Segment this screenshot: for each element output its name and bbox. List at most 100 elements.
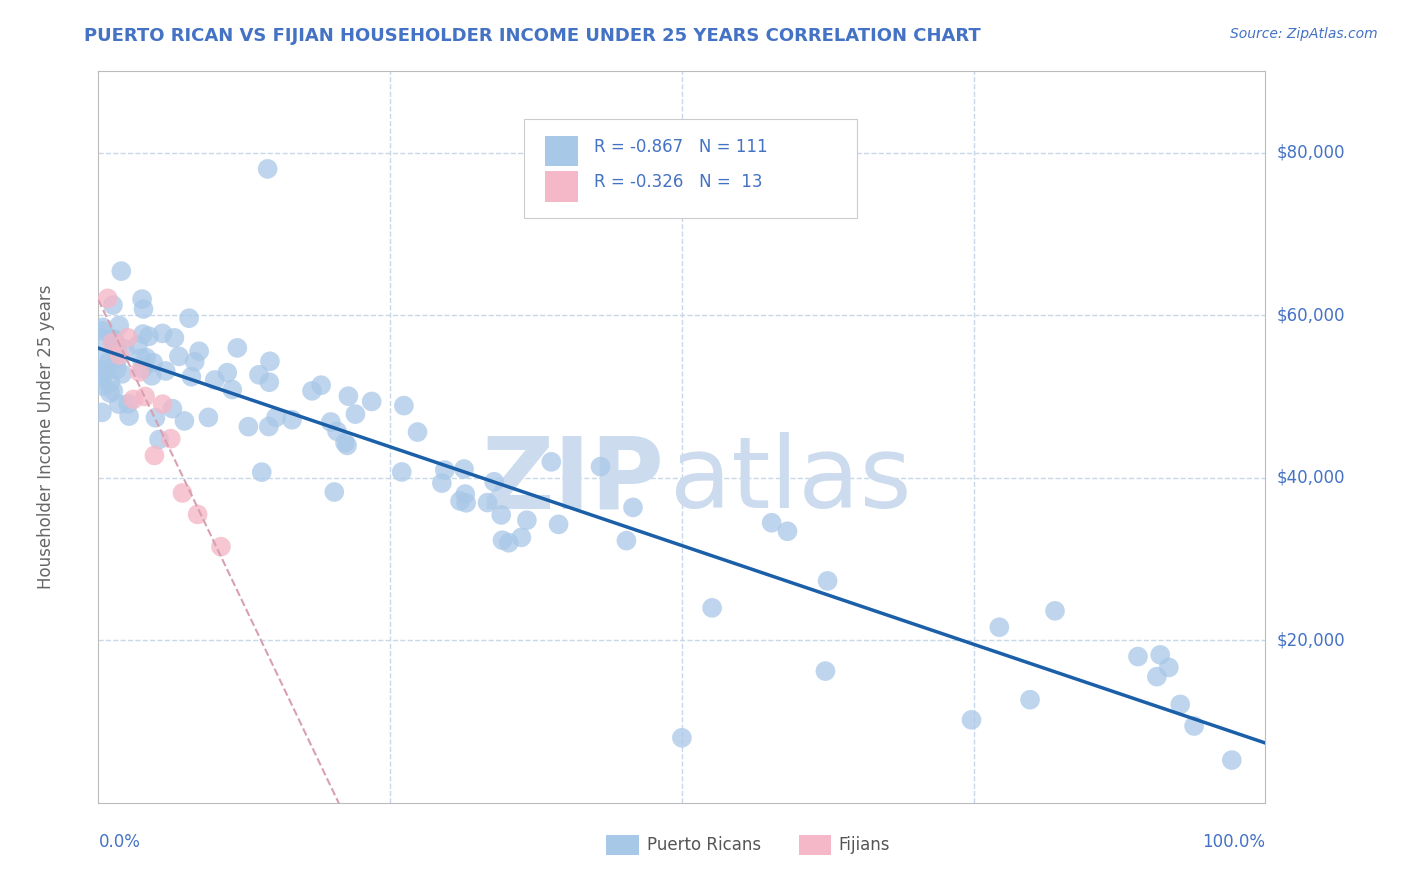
Point [700, 600, 723, 615]
Point [344, 407, 367, 421]
Point [180, 369, 202, 384]
Text: Householder Income Under 25 years: Householder Income Under 25 years [37, 285, 55, 590]
Point [217, 366, 239, 380]
Point [138, 329, 160, 343]
Text: $60,000: $60,000 [1277, 306, 1346, 324]
Text: $40,000: $40,000 [1277, 468, 1346, 487]
Point [118, 409, 141, 423]
Point [238, 419, 260, 434]
Bar [546, 171, 578, 202]
Point [221, 383, 243, 397]
Point [141, 368, 163, 383]
Point [90, 332, 112, 346]
Point [143, 449, 166, 463]
Point [128, 365, 150, 379]
Bar [799, 835, 831, 855]
Text: R = -0.867   N = 111: R = -0.867 N = 111 [595, 137, 768, 156]
FancyBboxPatch shape [524, 119, 856, 218]
Point [1220, 753, 1243, 767]
Point [761, 516, 783, 530]
Point [259, 375, 281, 389]
Point [107, 338, 129, 352]
Point [105, 362, 128, 376]
Point [540, 455, 562, 469]
Point [91, 320, 114, 334]
Text: $20,000: $20,000 [1277, 632, 1346, 649]
Point [90, 372, 112, 386]
Point [197, 410, 219, 425]
Point [776, 524, 799, 539]
Point [256, 161, 278, 176]
Point [135, 351, 157, 365]
Point [814, 664, 837, 678]
Point [111, 367, 134, 381]
Point [1126, 649, 1149, 664]
Point [101, 335, 124, 350]
Point [132, 361, 155, 376]
Point [453, 462, 475, 476]
Point [259, 354, 281, 368]
Point [183, 355, 205, 369]
Point [1019, 692, 1042, 706]
Point [108, 348, 131, 362]
Point [323, 485, 346, 500]
Point [456, 496, 478, 510]
Point [103, 332, 125, 346]
Point [671, 731, 693, 745]
Point [162, 401, 184, 416]
Point [90, 352, 112, 367]
Bar [546, 136, 578, 167]
Point [247, 368, 270, 382]
Point [90, 324, 112, 338]
Point [148, 433, 170, 447]
Point [127, 338, 149, 352]
Point [155, 364, 177, 378]
Point [131, 292, 153, 306]
Point [167, 350, 190, 364]
Point [122, 392, 145, 407]
Point [108, 397, 131, 411]
Point [145, 410, 167, 425]
Point [204, 373, 226, 387]
Point [988, 620, 1011, 634]
Point [1168, 698, 1191, 712]
Point [179, 311, 201, 326]
Point [337, 389, 360, 403]
Point [90, 363, 112, 377]
Point [159, 432, 181, 446]
Point [142, 355, 165, 369]
Point [132, 326, 155, 341]
Point [309, 378, 332, 392]
Point [489, 508, 512, 522]
Text: R = -0.326   N =  13: R = -0.326 N = 13 [595, 173, 763, 191]
Point [454, 487, 477, 501]
Point [226, 341, 249, 355]
Point [163, 331, 186, 345]
Text: $80,000: $80,000 [1277, 144, 1346, 161]
Point [173, 414, 195, 428]
Point [101, 334, 124, 349]
Point [172, 486, 194, 500]
Point [105, 351, 128, 366]
Point [134, 389, 156, 403]
Point [103, 384, 125, 398]
Point [110, 264, 132, 278]
Point [108, 318, 131, 333]
Point [547, 517, 569, 532]
Point [90, 405, 112, 419]
Point [406, 425, 429, 439]
Point [392, 399, 415, 413]
Point [132, 301, 155, 316]
Point [114, 342, 136, 356]
Point [264, 410, 287, 425]
Point [319, 415, 342, 429]
Point [449, 494, 471, 508]
Point [498, 535, 520, 549]
Point [430, 476, 453, 491]
Point [301, 384, 323, 398]
Point [1157, 660, 1180, 674]
Point [94, 365, 117, 379]
Point [333, 435, 356, 450]
Point [257, 419, 280, 434]
Point [129, 351, 152, 365]
